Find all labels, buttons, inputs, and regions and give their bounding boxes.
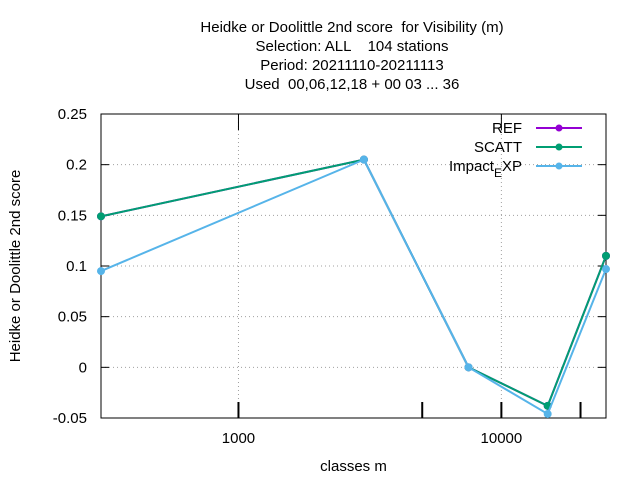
data-point <box>602 265 610 274</box>
series-line <box>100 158 607 408</box>
y-tick-label: 0.2 <box>66 157 87 174</box>
legend-label: ImpactEXP <box>449 158 522 180</box>
ticks: -0.05 0 0.05 0.1 0.15 0.2 0.25 1000 10000 <box>53 106 606 447</box>
data-point <box>602 251 610 260</box>
data-point <box>543 409 552 418</box>
y-tick-label: 0 <box>79 359 87 376</box>
chart-subtitle-used: Used 00,06,12,18 + 00 03 ... 36 <box>244 76 460 93</box>
chart-subtitle-selection: Selection: ALL 104 stations <box>255 38 449 55</box>
series-line <box>100 158 607 408</box>
x-tick-label: 10000 <box>481 430 523 447</box>
series-lines <box>97 155 610 418</box>
grid-lines <box>101 114 606 418</box>
chart-title: Heidke or Doolittle 2nd score for Visibi… <box>200 19 504 36</box>
data-point <box>359 155 368 164</box>
legend: REF SCATT ImpactEXP <box>449 120 582 180</box>
legend-label: REF <box>492 120 522 137</box>
series-line <box>100 158 607 416</box>
legend-marker <box>555 162 563 170</box>
y-tick-label: 0.25 <box>58 106 87 123</box>
legend-marker <box>555 143 563 151</box>
y-tick-label: 0.1 <box>66 258 87 275</box>
y-tick-label: 0.05 <box>58 309 87 326</box>
y-tick-label: -0.05 <box>53 410 87 427</box>
data-point <box>97 212 105 221</box>
data-point <box>464 363 473 372</box>
y-tick-label: 0.15 <box>58 207 87 224</box>
legend-label: SCATT <box>474 139 522 156</box>
x-axis-title: classes m <box>320 458 387 475</box>
data-point <box>97 267 105 276</box>
chart-subtitle-period: Period: 20211110-20211113 <box>260 57 444 74</box>
legend-marker <box>555 124 563 132</box>
x-tick-label: 1000 <box>222 430 255 447</box>
y-axis-title: Heidke or Doolittle 2nd score <box>7 170 24 363</box>
